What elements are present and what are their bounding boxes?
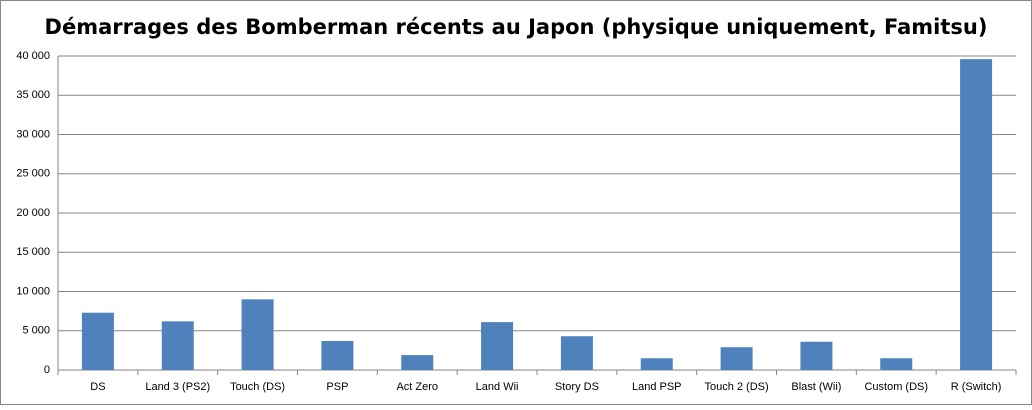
bar bbox=[800, 341, 833, 370]
bar bbox=[640, 358, 673, 370]
bar bbox=[560, 336, 593, 370]
x-tick-label: Land 3 (PS2) bbox=[145, 381, 210, 393]
y-tick-label: 35 000 bbox=[16, 89, 50, 101]
bar bbox=[880, 358, 913, 370]
bar bbox=[481, 322, 514, 370]
y-tick-label: 15 000 bbox=[16, 246, 50, 258]
y-tick-label: 30 000 bbox=[16, 128, 50, 140]
x-tick-label: Touch 2 (DS) bbox=[704, 381, 768, 393]
y-tick-label: 0 bbox=[44, 364, 50, 376]
x-tick-label: Blast (Wii) bbox=[791, 381, 841, 393]
bar bbox=[241, 299, 274, 370]
x-tick-label: Act Zero bbox=[396, 381, 438, 393]
x-tick-label: PSP bbox=[326, 381, 348, 393]
y-tick-label: 20 000 bbox=[16, 207, 50, 219]
x-tick-label: Touch (DS) bbox=[230, 381, 285, 393]
y-tick-label: 25 000 bbox=[16, 168, 50, 180]
y-tick-label: 10 000 bbox=[16, 285, 50, 297]
chart-title: Démarrages des Bomberman récents au Japo… bbox=[45, 15, 988, 39]
bar bbox=[401, 355, 434, 370]
x-tick-label: Custom (DS) bbox=[864, 381, 928, 393]
x-tick-label: Land PSP bbox=[632, 381, 682, 393]
x-tick-label: Land Wii bbox=[476, 381, 519, 393]
bar bbox=[960, 59, 993, 370]
y-tick-label: 5 000 bbox=[22, 325, 50, 337]
x-tick-label: Story DS bbox=[555, 381, 599, 393]
bar bbox=[321, 340, 354, 370]
x-tick-label: R (Switch) bbox=[951, 381, 1002, 393]
bar bbox=[161, 321, 194, 370]
y-tick-label: 40 000 bbox=[16, 50, 50, 62]
bar bbox=[81, 312, 114, 370]
bar bbox=[720, 347, 753, 370]
x-tick-label: DS bbox=[90, 381, 105, 393]
